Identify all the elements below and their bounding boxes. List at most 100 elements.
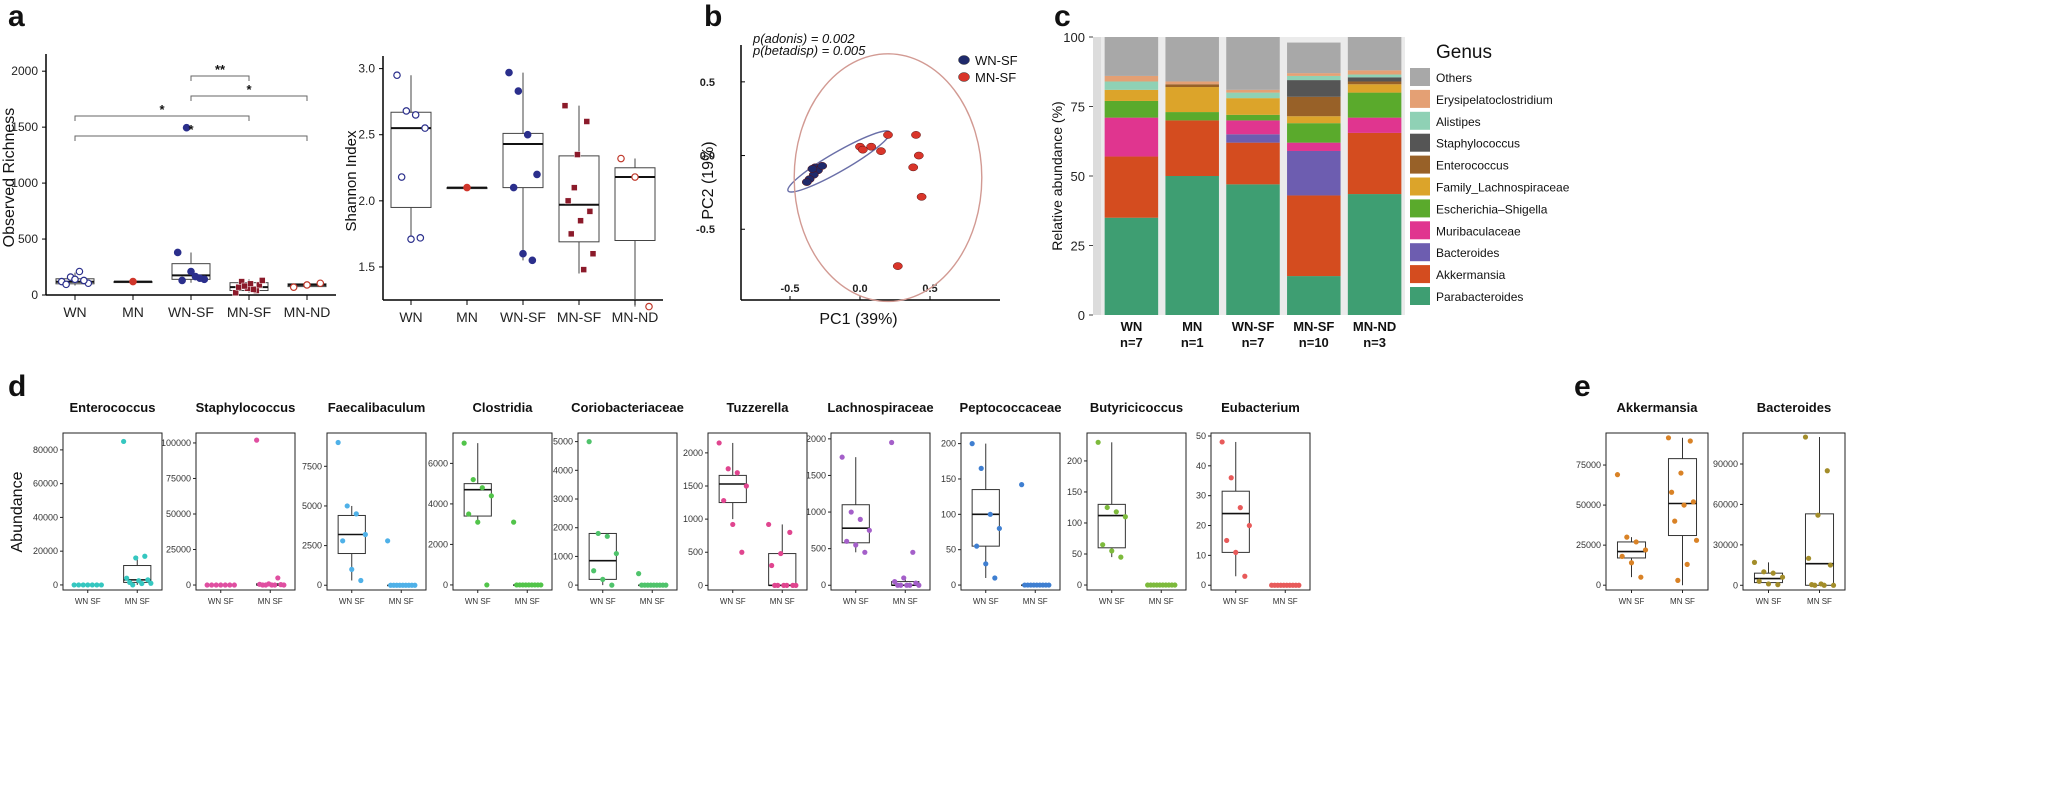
legend-swatch <box>1410 68 1430 86</box>
data-point <box>1756 578 1762 584</box>
x-tick-label: WN SF <box>973 597 999 606</box>
data-point <box>62 280 70 289</box>
y-tick-label: 20000 <box>33 546 58 556</box>
y-tick-label: 20 <box>1196 521 1206 531</box>
panel-label-e: e <box>1574 370 1591 403</box>
bar-segment-Enterococcus <box>1165 84 1219 88</box>
y-tick-label: 0.0 <box>700 151 715 163</box>
data-point <box>340 538 346 544</box>
x-tick-label: MN SF <box>389 597 414 606</box>
plot-frame <box>1742 432 1846 591</box>
x-tick-label: WN SF <box>720 597 746 606</box>
x-tick-label: WN SF <box>1619 597 1645 606</box>
bar-segment-Family_Lachnospiraceae <box>1104 89 1159 101</box>
scatter-point-MN-SF <box>876 147 886 155</box>
data-point <box>969 441 975 447</box>
data-point <box>1614 472 1621 478</box>
data-point <box>978 465 984 471</box>
data-point <box>787 529 793 535</box>
box-WN-SF <box>502 132 544 189</box>
data-point <box>583 118 591 125</box>
y-tick-label: 25000 <box>1576 540 1601 550</box>
box <box>463 483 492 517</box>
data-point <box>577 217 584 224</box>
data-point <box>1761 569 1767 575</box>
subchart-title: Butyricicoccus <box>1090 400 1183 415</box>
data-point <box>235 283 242 291</box>
x-tick-label: WN SF <box>1756 597 1782 606</box>
y-tick-label: 0 <box>317 580 322 590</box>
y-tick-label: 1500 <box>683 481 703 491</box>
significance-bracket <box>74 115 250 121</box>
y-tick-label: 500 <box>811 544 826 554</box>
bar-segment-Escherichia-Shigella <box>1287 123 1341 143</box>
data-point <box>580 266 587 273</box>
x-tick-sublabel: n=7 <box>1120 335 1143 350</box>
data-point <box>484 582 490 588</box>
bar-segment-Escherichia-Shigella <box>1226 114 1280 121</box>
subchart-lachnospiraceae: Lachnospiraceae 0 500 1000 1500 2000 WN SF MN S… <box>806 400 934 606</box>
data-point <box>987 511 993 517</box>
subchart-title: Enterococcus <box>70 400 156 415</box>
y-tick-label: 25 <box>1071 239 1085 254</box>
data-point <box>974 543 980 549</box>
data-point <box>586 208 594 215</box>
data-point <box>739 549 745 555</box>
data-point <box>862 549 868 555</box>
y-tick-label: 0 <box>31 288 38 302</box>
data-point <box>218 582 224 588</box>
subchart-peptococcaceae: Peptococcaceae 0 50 100 150 200 WN SF MN SF <box>941 400 1061 606</box>
bar-segment-Parabacteroides <box>1165 176 1219 315</box>
legend-label: Escherichia–Shigella <box>1436 202 1548 216</box>
data-point <box>385 538 391 544</box>
y-tick-label: 100 <box>1067 518 1082 528</box>
y-tick-label: 200 <box>941 439 956 449</box>
data-point <box>996 525 1002 532</box>
bar-segment-Erysipelatoclostridium <box>1347 70 1402 75</box>
data-point <box>196 274 204 283</box>
x-tick-label: WN SF <box>339 597 365 606</box>
data-point <box>407 235 415 243</box>
legend-swatch <box>1410 243 1430 262</box>
data-point <box>889 439 895 446</box>
data-point <box>358 577 364 584</box>
y-tick-label: 10 <box>1196 550 1206 560</box>
bar-segment-Erysipelatoclostridium <box>1226 89 1280 93</box>
significance-label: * <box>159 102 165 117</box>
y-tick-label: 0 <box>1077 580 1082 590</box>
data-point <box>1242 573 1248 579</box>
y-tick-label: 30000 <box>1713 540 1738 550</box>
data-point <box>1665 435 1672 441</box>
bar-segment-Alistipes <box>1104 81 1159 90</box>
data-point <box>1224 537 1230 544</box>
box <box>841 504 870 544</box>
x-tick-label: MN <box>456 309 478 325</box>
x-tick-sublabel: n=10 <box>1299 335 1329 350</box>
data-point <box>475 519 481 525</box>
subchart-title: Tuzzerella <box>727 400 790 415</box>
plot-margin-strip <box>1093 37 1101 315</box>
data-point <box>1830 582 1837 588</box>
bar-segment-Others <box>1347 37 1402 71</box>
data-point <box>1687 438 1693 444</box>
x-tick-label: WN-SF <box>500 309 546 325</box>
y-tick-label: 0 <box>1078 308 1085 323</box>
data-point <box>857 516 863 522</box>
data-point <box>538 582 544 588</box>
legend-swatch <box>1410 111 1430 130</box>
data-point <box>1228 475 1234 481</box>
bar-segment-Escherichia-Shigella <box>1347 92 1402 118</box>
legend-label: Others <box>1436 71 1472 85</box>
subchart-title: Coriobacteriaceae <box>571 400 684 415</box>
y-tick-label: 2000 <box>428 539 448 549</box>
data-point <box>130 582 136 588</box>
subchart-title: Peptococcaceae <box>960 400 1062 415</box>
subchart-tuzzerella: Tuzzerella 0 500 1000 1500 2000 WN SF MN SF <box>683 400 808 606</box>
data-point <box>645 302 653 311</box>
data-point <box>75 267 84 276</box>
legend-swatch <box>1410 177 1430 196</box>
data-point <box>182 123 191 132</box>
data-point <box>250 286 257 293</box>
data-point <box>907 582 913 588</box>
bar-segment-Muribaculaceae <box>1287 142 1341 151</box>
